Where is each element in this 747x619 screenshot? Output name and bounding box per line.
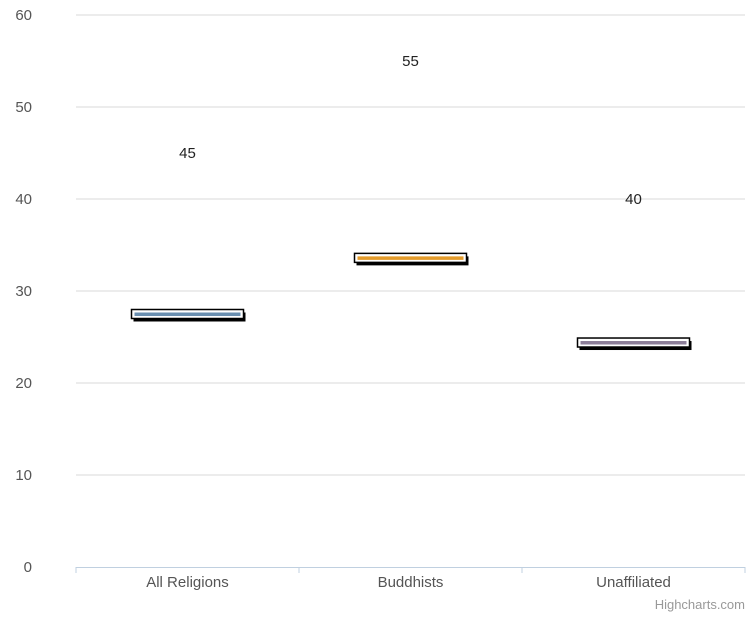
bar [357, 256, 464, 260]
y-tick-label: 50 [15, 99, 32, 116]
y-tick-label: 30 [15, 283, 32, 300]
data-label: 45 [179, 145, 196, 162]
y-tick-label: 20 [15, 375, 32, 392]
bar [580, 341, 687, 345]
x-tick-label: All Religions [146, 574, 229, 591]
x-tick-label: Unaffiliated [596, 574, 671, 591]
bar [134, 312, 241, 316]
y-tick-label: 60 [15, 7, 32, 24]
data-label: 40 [625, 191, 642, 208]
y-tick-label: 10 [15, 467, 32, 484]
y-tick-label: 0 [24, 559, 32, 576]
x-tick-label: Buddhists [378, 574, 444, 591]
credits-link[interactable]: Highcharts.com [654, 597, 745, 612]
data-label: 55 [402, 53, 419, 70]
y-tick-label: 40 [15, 191, 32, 208]
